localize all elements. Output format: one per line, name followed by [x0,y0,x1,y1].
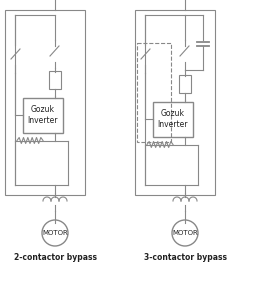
Text: MOTOR: MOTOR [172,230,198,236]
Bar [137,43,171,142]
Bar [23,97,63,132]
Bar [179,75,191,93]
Bar [49,71,61,89]
Bar [135,10,215,195]
Bar [153,101,193,136]
Text: Gozuk
Inverter: Gozuk Inverter [28,105,58,125]
Text: 3-contactor bypass: 3-contactor bypass [144,253,226,262]
Bar [5,10,85,195]
Text: MOTOR: MOTOR [42,230,68,236]
Text: Gozuk
Inverter: Gozuk Inverter [158,109,188,129]
Text: 2-contactor bypass: 2-contactor bypass [14,253,96,262]
